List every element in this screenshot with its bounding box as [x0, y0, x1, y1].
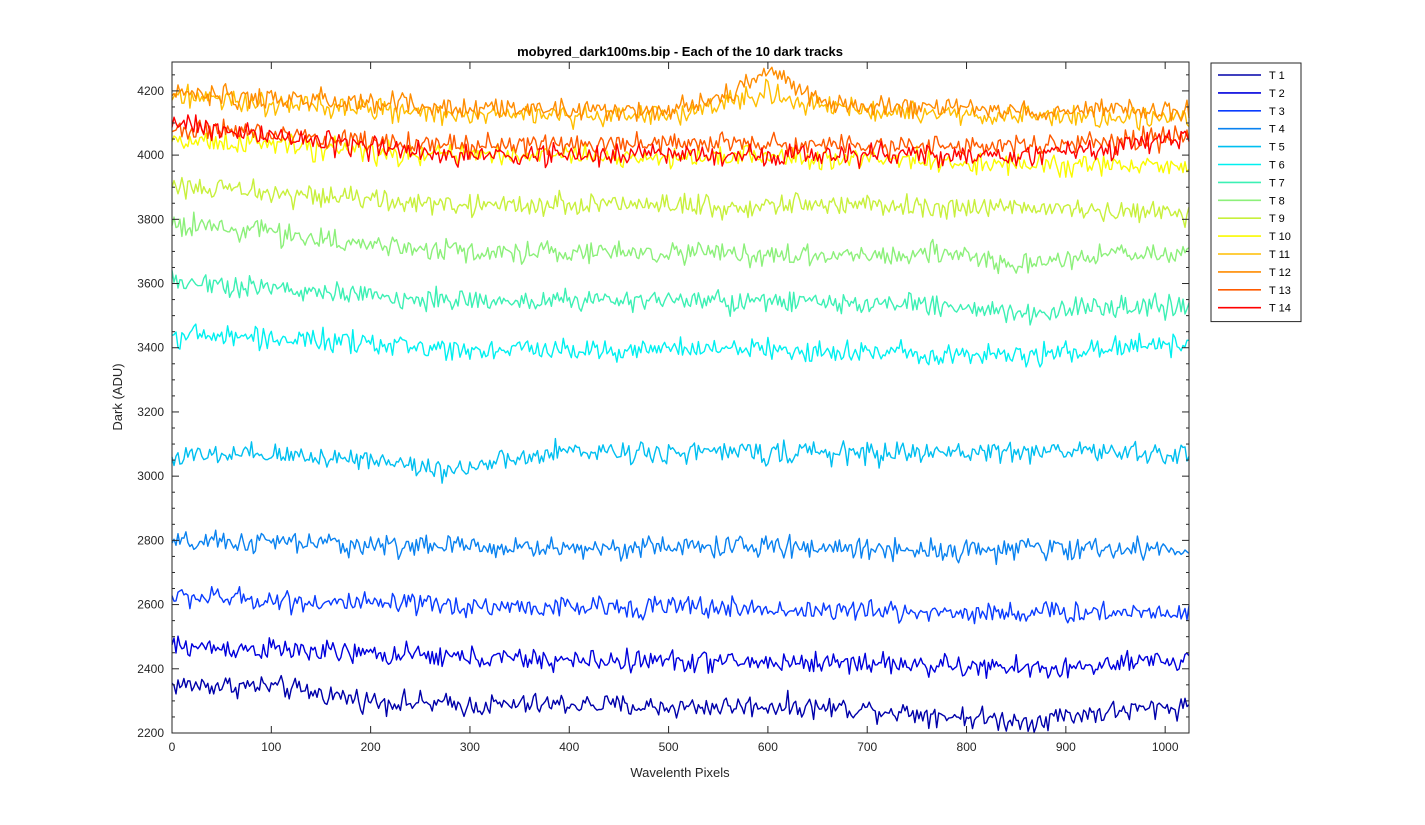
legend-entry-label: T 12 [1269, 267, 1291, 279]
y-axis-label: Dark (ADU) [110, 363, 125, 430]
legend-box [1210, 62, 1302, 323]
plot-area [172, 62, 1189, 733]
y-tick-label: 2400 [137, 662, 164, 676]
legend-entry-label: T 8 [1269, 195, 1285, 207]
y-axis-ticks: 2200 2400 2600 2800 3000 3200 3400 3600 3800 4000… [137, 74, 1189, 740]
x-axis-ticks: 0 100 200 300 400 500 600 700 800 900 1000 [169, 62, 1179, 754]
series-layer [171, 66, 1190, 733]
series-line-2 [171, 635, 1190, 679]
series-line-11 [171, 78, 1190, 131]
series-line-1 [171, 674, 1190, 733]
series-line-5 [171, 437, 1190, 484]
legend-entry-label: T 14 [1269, 303, 1291, 315]
x-tick-label: 400 [559, 740, 579, 754]
legend-entry-label: T 10 [1269, 231, 1291, 243]
y-tick-label: 3600 [137, 277, 164, 291]
x-axis-label: Wavelenth Pixels [630, 765, 730, 780]
legend-entry-label: T 6 [1269, 160, 1285, 172]
x-tick-label: 600 [758, 740, 778, 754]
y-tick-label: 3800 [137, 212, 164, 226]
legend-entry-label: T 4 [1269, 124, 1285, 136]
plot-frame [171, 61, 1190, 734]
legend-entry-label: T 7 [1269, 177, 1285, 189]
y-tick-label: 2600 [137, 598, 164, 612]
legend-entry-label: T 1 [1269, 70, 1285, 82]
y-tick-label: 2200 [137, 726, 164, 740]
legend-entry-label: T 13 [1269, 285, 1291, 297]
x-tick-label: 200 [361, 740, 381, 754]
x-tick-label: 900 [1056, 740, 1076, 754]
series-line-3 [171, 586, 1190, 625]
x-tick-label: 1000 [1152, 740, 1179, 754]
series-line-6 [171, 323, 1189, 368]
y-tick-label: 3000 [137, 469, 164, 483]
legend-entry-label: T 5 [1269, 142, 1285, 154]
y-tick-label: 3200 [137, 405, 164, 419]
series-line-10 [171, 131, 1190, 178]
chart-title: mobyred_dark100ms.bip - Each of the 10 d… [517, 44, 843, 59]
series-line-14 [171, 114, 1190, 169]
x-tick-label: 800 [957, 740, 977, 754]
legend-entry-label: T 2 [1269, 88, 1285, 100]
x-tick-label: 0 [169, 740, 176, 754]
legend-entry-label: T 3 [1269, 106, 1285, 118]
series-line-12 [171, 66, 1190, 122]
series-line-9 [171, 176, 1190, 229]
y-tick-label: 3400 [137, 341, 164, 355]
y-tick-label: 2800 [137, 533, 164, 547]
x-tick-label: 500 [659, 740, 679, 754]
x-tick-label: 100 [261, 740, 281, 754]
legend: T 1 T 2 T 3 T 4 T 5 T 6 T 7 T 8 T 9 T 10 T 11 T 12 T… [1210, 62, 1302, 323]
legend-entry-label: T 9 [1269, 213, 1285, 225]
y-tick-label: 4000 [137, 148, 164, 162]
series-line-8 [171, 211, 1190, 275]
x-tick-label: 700 [857, 740, 877, 754]
x-tick-label: 300 [460, 740, 480, 754]
legend-entry-label: T 11 [1269, 249, 1290, 261]
series-line-4 [171, 529, 1190, 566]
y-tick-label: 4200 [137, 84, 164, 98]
series-line-7 [171, 270, 1190, 326]
